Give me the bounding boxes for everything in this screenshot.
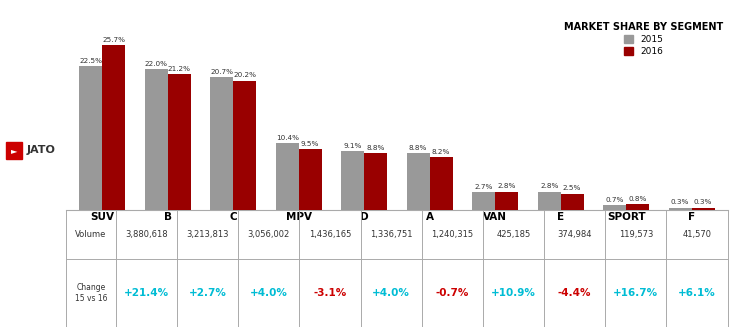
Text: 0.8%: 0.8%: [628, 196, 647, 202]
Text: Change
15 vs 16: Change 15 vs 16: [75, 283, 107, 303]
Text: +10.9%: +10.9%: [491, 288, 536, 298]
Legend: 2015, 2016: 2015, 2016: [564, 23, 723, 56]
Text: 8.2%: 8.2%: [432, 149, 451, 155]
Text: 2.7%: 2.7%: [475, 184, 493, 190]
Text: 8.8%: 8.8%: [367, 145, 385, 151]
Text: 20.7%: 20.7%: [210, 69, 233, 75]
Text: 119,573: 119,573: [619, 230, 653, 239]
Text: 25.7%: 25.7%: [102, 37, 125, 43]
Text: 1,336,751: 1,336,751: [370, 230, 412, 239]
Bar: [364, 153, 387, 210]
Text: 22.5%: 22.5%: [79, 58, 102, 64]
Bar: [210, 77, 233, 210]
Text: 9.5%: 9.5%: [301, 141, 319, 147]
Text: -0.7%: -0.7%: [436, 288, 469, 298]
Text: 2.5%: 2.5%: [563, 185, 581, 191]
Text: 374,984: 374,984: [557, 230, 592, 239]
Text: +4.0%: +4.0%: [372, 288, 410, 298]
Text: 0.7%: 0.7%: [606, 197, 624, 203]
Bar: [430, 157, 453, 210]
Bar: [561, 194, 584, 210]
Text: Volume: Volume: [75, 230, 107, 239]
Bar: [168, 74, 190, 210]
Text: 0.3%: 0.3%: [671, 199, 689, 205]
Text: ►: ►: [11, 146, 17, 155]
Text: 20.2%: 20.2%: [233, 72, 256, 78]
Bar: [298, 149, 322, 210]
Text: +6.1%: +6.1%: [678, 288, 716, 298]
Text: 8.8%: 8.8%: [409, 145, 427, 151]
Bar: [538, 192, 561, 210]
Text: 10.4%: 10.4%: [276, 135, 298, 141]
Text: 2.8%: 2.8%: [498, 183, 516, 189]
Text: 9.1%: 9.1%: [343, 143, 362, 149]
Text: 3,056,002: 3,056,002: [248, 230, 290, 239]
Text: 21.2%: 21.2%: [168, 66, 190, 72]
Text: 41,570: 41,570: [683, 230, 711, 239]
Text: +21.4%: +21.4%: [123, 288, 169, 298]
Text: 22.0%: 22.0%: [145, 61, 168, 67]
Text: 3,880,618: 3,880,618: [125, 230, 168, 239]
Text: -3.1%: -3.1%: [313, 288, 346, 298]
Bar: [603, 205, 626, 210]
Text: +16.7%: +16.7%: [613, 288, 659, 298]
Bar: [145, 69, 168, 210]
Text: +2.7%: +2.7%: [189, 288, 226, 298]
Text: 3,213,813: 3,213,813: [186, 230, 229, 239]
Bar: [102, 45, 125, 210]
Bar: [406, 153, 430, 210]
Text: 1,240,315: 1,240,315: [431, 230, 473, 239]
Text: 2.8%: 2.8%: [540, 183, 559, 189]
Bar: [669, 208, 692, 210]
Bar: [626, 204, 649, 210]
Text: -4.4%: -4.4%: [558, 288, 592, 298]
Bar: [233, 80, 256, 210]
Text: +4.0%: +4.0%: [250, 288, 287, 298]
Text: 425,185: 425,185: [496, 230, 531, 239]
Bar: [495, 192, 518, 210]
Bar: [341, 151, 364, 210]
Bar: [276, 143, 298, 210]
Text: JATO: JATO: [26, 146, 55, 155]
Bar: [692, 208, 714, 210]
Text: 1,436,165: 1,436,165: [309, 230, 351, 239]
Bar: [79, 66, 102, 210]
Text: 0.3%: 0.3%: [694, 199, 712, 205]
Bar: [472, 192, 495, 210]
